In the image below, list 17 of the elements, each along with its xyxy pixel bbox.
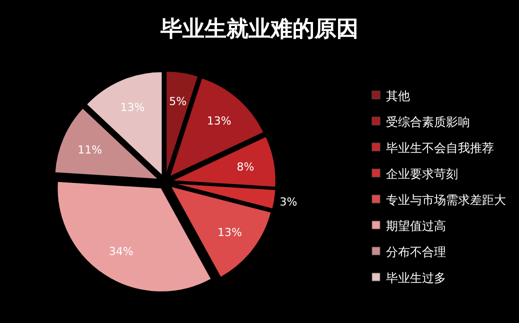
data-label: 34% <box>108 245 134 258</box>
chart-title: 毕业生就业难的原因 <box>160 16 358 42</box>
data-label: 13% <box>217 226 242 240</box>
data-label: 3% <box>280 196 298 209</box>
legend-label: 其他 <box>386 89 410 103</box>
data-label: 5% <box>169 95 187 108</box>
legend-label: 受综合素质影响 <box>386 115 470 129</box>
legend-label: 专业与市场需求差距大 <box>386 193 506 207</box>
data-label: 11% <box>78 143 102 156</box>
legend-label: 分布不合理 <box>386 245 446 259</box>
legend-label: 期望值过高 <box>386 219 446 233</box>
data-label: 8% <box>236 160 254 174</box>
legend-label: 企业要求苛刻 <box>386 167 458 181</box>
data-label: 13% <box>206 114 232 128</box>
data-label: 13% <box>120 100 145 114</box>
legend-label: 毕业生不会自我推荐 <box>386 141 494 155</box>
legend-label: 毕业生过多 <box>386 271 446 285</box>
